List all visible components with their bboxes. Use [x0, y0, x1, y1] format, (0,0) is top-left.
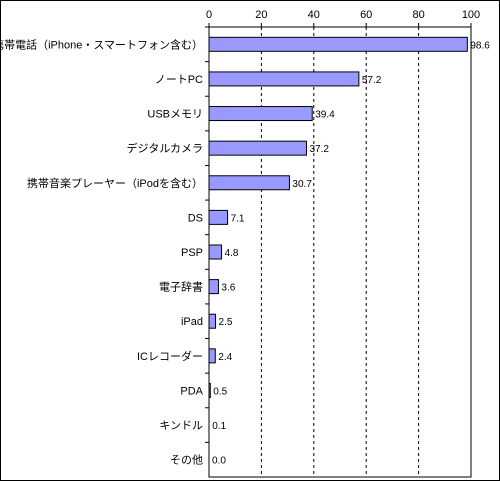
- value-label: 37.2: [309, 144, 329, 155]
- category-label: USBメモリ: [147, 109, 203, 121]
- category-label: 携帯電話（iPhone・スマートフォン含む）: [0, 37, 203, 51]
- value-label: 57.2: [362, 75, 382, 86]
- category-label: iPad: [181, 316, 203, 328]
- x-tick-label: 40: [308, 9, 320, 21]
- category-label: キンドル: [159, 420, 203, 432]
- bar: [208, 279, 219, 295]
- value-label: 2.5: [219, 317, 233, 328]
- value-label: 30.7: [292, 179, 312, 190]
- bar: [208, 382, 211, 398]
- value-label: 3.6: [221, 283, 235, 294]
- category-label: ノートPC: [155, 74, 203, 86]
- bar: [208, 175, 290, 191]
- category-label: 電子辞書: [159, 280, 203, 294]
- x-tick-label: 60: [360, 9, 372, 21]
- bar: [208, 106, 313, 122]
- value-label: 0.1: [212, 421, 226, 432]
- bar: [208, 209, 229, 225]
- x-tick-label: 100: [462, 9, 480, 21]
- category-label: DS: [188, 212, 203, 224]
- category-label: PSP: [181, 247, 203, 259]
- value-label: 7.1: [231, 213, 245, 224]
- category-label: ICレコーダー: [137, 349, 203, 363]
- category-label: 携帯音楽プレーヤー（iPodを含む）: [27, 176, 203, 190]
- value-label: 0.0: [212, 456, 226, 467]
- value-label: 98.6: [470, 40, 490, 51]
- bar: [208, 348, 216, 364]
- bar: [208, 244, 223, 260]
- x-tick-label: 80: [412, 9, 424, 21]
- x-tick-label: 20: [255, 9, 267, 21]
- value-label: 39.4: [315, 110, 335, 121]
- category-label: デジタルカメラ: [127, 141, 203, 155]
- category-label: PDA: [180, 385, 203, 397]
- value-label: 4.8: [225, 248, 239, 259]
- category-label: その他: [170, 454, 203, 467]
- x-tick-label: 0: [206, 9, 212, 21]
- bar: [208, 140, 307, 156]
- bar: [208, 36, 468, 52]
- plot-area: [208, 26, 472, 478]
- bar: [208, 313, 217, 329]
- value-label: 0.5: [213, 386, 227, 397]
- bar: [208, 71, 360, 87]
- value-label: 2.4: [218, 352, 232, 363]
